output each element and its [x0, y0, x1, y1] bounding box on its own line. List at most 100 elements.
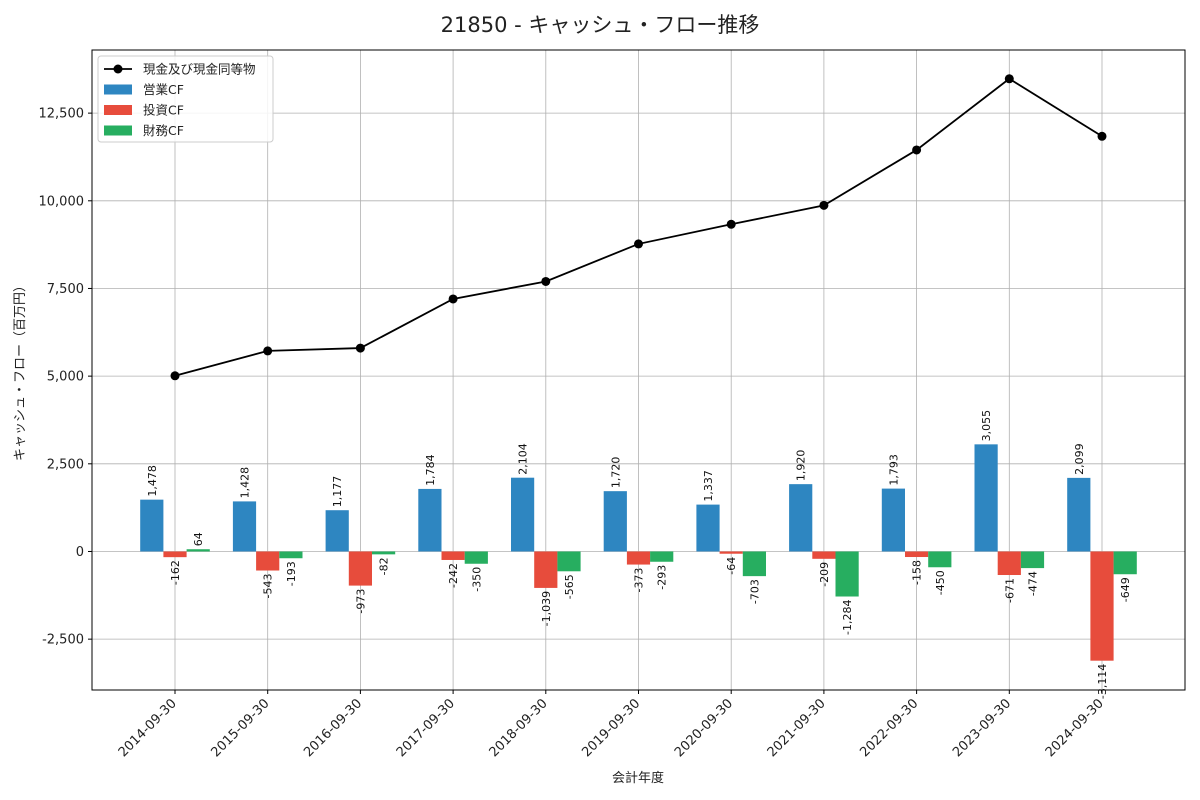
bar-value-label: 1,720 [609, 457, 622, 489]
bar-value-label: -64 [725, 557, 738, 575]
bar-2 [256, 551, 280, 571]
cash-point [448, 294, 458, 304]
cash-point [634, 239, 643, 249]
bar-3 [279, 551, 303, 559]
bar-value-label: 64 [192, 532, 205, 546]
x-tick-label: 2017-09-30 [394, 696, 458, 760]
y-tick-label: 7,500 [47, 282, 84, 297]
bar-3 [835, 551, 859, 597]
bar-value-label: -703 [748, 579, 761, 604]
bar-value-label: -973 [354, 589, 367, 614]
bar-value-label: -242 [447, 563, 460, 588]
x-axis-label: 会計年度 [612, 770, 664, 786]
y-tick-label: 0 [76, 545, 84, 560]
legend-swatch [104, 125, 132, 136]
bar-2 [534, 551, 558, 588]
bar-value-label: 1,478 [146, 465, 159, 497]
bar-value-label: 3,055 [980, 410, 993, 442]
chart-title: 21850 - キャッシュ・フロー推移 [441, 13, 760, 37]
y-tick-label: 2,500 [47, 457, 84, 472]
legend-swatch [104, 105, 132, 115]
cash-line [170, 74, 1107, 381]
bar-value-label: -82 [378, 557, 391, 575]
y-tick-label: 10,000 [39, 194, 85, 209]
bar-3 [742, 551, 766, 577]
bar-value-label: -293 [656, 565, 669, 590]
bar-2 [812, 551, 836, 559]
bar-value-label: -565 [563, 574, 576, 599]
cash-point [819, 200, 829, 210]
cash-point [541, 276, 551, 286]
bar-3 [1020, 551, 1045, 569]
bar-value-label: -162 [169, 560, 182, 585]
bar-value-label: -649 [1119, 577, 1132, 602]
legend-label: 現金及び現金同等物 [143, 62, 256, 77]
bar-3 [928, 551, 952, 568]
x-tick-label: 2014-09-30 [116, 696, 180, 760]
bar-3 [372, 551, 396, 555]
bar-value-label: -1,284 [841, 600, 854, 635]
cash-point [1004, 74, 1014, 84]
x-tick-label: 2021-09-30 [765, 696, 829, 760]
grid-lines [92, 50, 1185, 690]
bar-1 [881, 488, 905, 552]
cash-point [263, 346, 273, 356]
legend-label: 投資CF [143, 103, 184, 118]
legend-swatch [104, 84, 132, 95]
y-axis-label: キャッシュ・フロー（百万円） [13, 279, 28, 461]
x-tick-label: 2019-09-30 [579, 696, 643, 760]
x-tick-label: 2023-09-30 [950, 696, 1014, 760]
bar-2 [997, 551, 1021, 576]
legend-marker-swatch [113, 64, 123, 74]
y-tick-label: -2,500 [42, 633, 84, 648]
legend-label: 財務CF [143, 123, 184, 138]
bar-2 [905, 551, 929, 558]
bar-2 [1090, 551, 1114, 661]
bar-1 [1067, 477, 1091, 552]
bar-1 [232, 501, 257, 552]
bar-value-label: 1,177 [331, 476, 344, 508]
cash-point [170, 371, 180, 381]
bar-3 [557, 551, 581, 572]
bar-2 [626, 551, 651, 565]
bar-2 [348, 551, 372, 586]
bar-value-label: -209 [818, 562, 831, 587]
cash-point [726, 219, 736, 229]
bar-value-label: -450 [934, 570, 947, 595]
cash-point [912, 145, 922, 155]
bar-value-label: -474 [1027, 571, 1040, 596]
bar-3 [186, 549, 210, 552]
bar-1 [418, 488, 442, 552]
y-tick-label: 5,000 [47, 370, 84, 385]
bar-value-label: -350 [470, 567, 483, 592]
bar-2 [719, 551, 743, 554]
x-tick-label: 2015-09-30 [208, 696, 272, 760]
bar-value-label: 1,428 [239, 467, 252, 499]
bar-1 [140, 499, 164, 552]
x-tick-label: 2024-09-30 [1043, 696, 1107, 760]
bar-value-label: 1,784 [424, 454, 437, 486]
x-tick-label: 2020-09-30 [672, 696, 736, 760]
y-axis-ticks: -2,500 0 2,500 5,000 7,500 10,000 12,500 [39, 107, 92, 648]
bar-3 [464, 551, 488, 564]
bar-2 [163, 551, 187, 558]
bar-1 [325, 510, 349, 552]
legend-label: 営業CF [143, 82, 184, 97]
bar-value-label: -671 [1003, 578, 1016, 603]
y-tick-label: 12,500 [39, 107, 85, 122]
bars [140, 444, 1137, 661]
x-axis-ticks: 2014-09-30 2015-09-30 2016-09-30 2017-09-30… [116, 690, 1107, 760]
cash-point [1097, 131, 1107, 141]
bar-value-label: -543 [262, 574, 275, 599]
bar-3 [1113, 551, 1137, 575]
bar-value-label: 1,337 [702, 470, 715, 502]
bar-value-label: -1,039 [540, 591, 553, 626]
bar-1 [603, 491, 627, 552]
bar-value-label: -158 [911, 560, 924, 585]
bar-value-label: -193 [285, 561, 298, 586]
bar-1 [789, 484, 813, 552]
legend-box [97, 55, 274, 143]
bar-1 [511, 477, 535, 552]
